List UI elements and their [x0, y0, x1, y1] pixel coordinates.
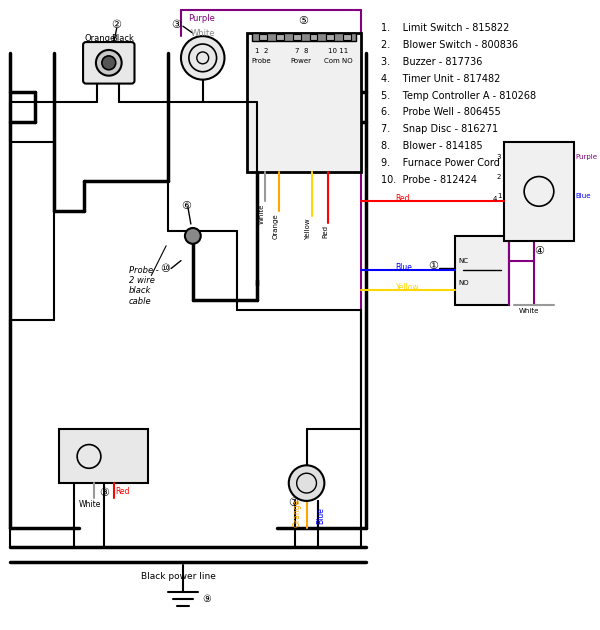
Text: 2: 2: [497, 173, 502, 180]
Text: ⑥: ⑥: [181, 201, 191, 211]
Circle shape: [96, 50, 122, 76]
Text: Orange: Orange: [293, 499, 302, 527]
Bar: [59, 429, 148, 483]
Text: ②: ②: [112, 20, 122, 30]
Bar: [310, 34, 317, 40]
FancyBboxPatch shape: [83, 42, 134, 84]
Text: 8.    Blower - 814185: 8. Blower - 814185: [381, 141, 482, 151]
Text: Orange: Orange: [273, 213, 279, 239]
Text: Yellow: Yellow: [305, 218, 311, 239]
Text: ⑩: ⑩: [160, 263, 170, 273]
Text: White: White: [519, 308, 539, 314]
Circle shape: [185, 228, 201, 244]
Circle shape: [102, 56, 116, 70]
Text: White: White: [191, 28, 215, 38]
Text: Yellow: Yellow: [395, 283, 419, 292]
Text: Purple: Purple: [575, 154, 598, 160]
Text: 1  2: 1 2: [255, 48, 269, 54]
Bar: [276, 34, 284, 40]
Circle shape: [181, 36, 224, 79]
Bar: [252, 33, 356, 41]
Text: Probe -
2 wire
black
cable: Probe - 2 wire black cable: [128, 266, 158, 306]
Text: 1: 1: [497, 193, 502, 199]
Text: ①: ①: [428, 261, 438, 270]
Text: 2.    Blower Switch - 800836: 2. Blower Switch - 800836: [381, 40, 518, 50]
Text: White: White: [259, 203, 265, 224]
Text: 1.    Limit Switch - 815822: 1. Limit Switch - 815822: [381, 23, 509, 33]
Text: 5.    Temp Controller A - 810268: 5. Temp Controller A - 810268: [381, 91, 536, 101]
Text: NO: NO: [458, 280, 469, 287]
Text: Black power line: Black power line: [140, 572, 215, 581]
Text: 3: 3: [497, 154, 502, 160]
Text: Blue: Blue: [395, 263, 412, 272]
Text: Blue: Blue: [316, 507, 325, 524]
Text: White: White: [79, 500, 101, 510]
Text: NC: NC: [458, 258, 468, 263]
Text: Red: Red: [322, 225, 328, 238]
Text: ⑤: ⑤: [299, 16, 308, 26]
Text: Red: Red: [116, 486, 130, 496]
Text: 6.    Probe Well - 806455: 6. Probe Well - 806455: [381, 107, 500, 117]
Text: ⑧: ⑧: [99, 488, 109, 498]
Text: Purple: Purple: [188, 14, 215, 23]
Text: 4: 4: [493, 197, 497, 202]
Bar: [247, 33, 361, 171]
Text: 7.    Snap Disc - 816271: 7. Snap Disc - 816271: [381, 124, 498, 134]
Text: ④: ④: [534, 246, 544, 256]
Bar: [455, 236, 509, 305]
Text: 7  8: 7 8: [295, 48, 308, 54]
Text: 9.    Furnace Power Cord: 9. Furnace Power Cord: [381, 158, 500, 168]
Text: Power: Power: [291, 58, 312, 64]
Text: Probe: Probe: [251, 58, 271, 64]
Text: 10 11: 10 11: [328, 48, 349, 54]
Circle shape: [289, 466, 325, 501]
Text: Red: Red: [395, 194, 410, 203]
Bar: [505, 142, 574, 241]
Text: Com NO: Com NO: [325, 58, 353, 64]
Text: ⑨: ⑨: [203, 594, 211, 604]
Text: 3.    Buzzer - 817736: 3. Buzzer - 817736: [381, 57, 482, 67]
Text: Orange: Orange: [84, 33, 115, 43]
Text: 4.    Timer Unit - 817482: 4. Timer Unit - 817482: [381, 74, 500, 84]
Text: Blue: Blue: [575, 193, 591, 199]
Text: 10.  Probe - 812424: 10. Probe - 812424: [381, 175, 477, 185]
Bar: [259, 34, 267, 40]
Text: ③: ③: [171, 20, 181, 30]
Text: Black: Black: [111, 33, 134, 43]
Bar: [343, 34, 351, 40]
Bar: [326, 34, 334, 40]
Text: ⑦: ⑦: [288, 498, 298, 508]
Bar: [293, 34, 301, 40]
